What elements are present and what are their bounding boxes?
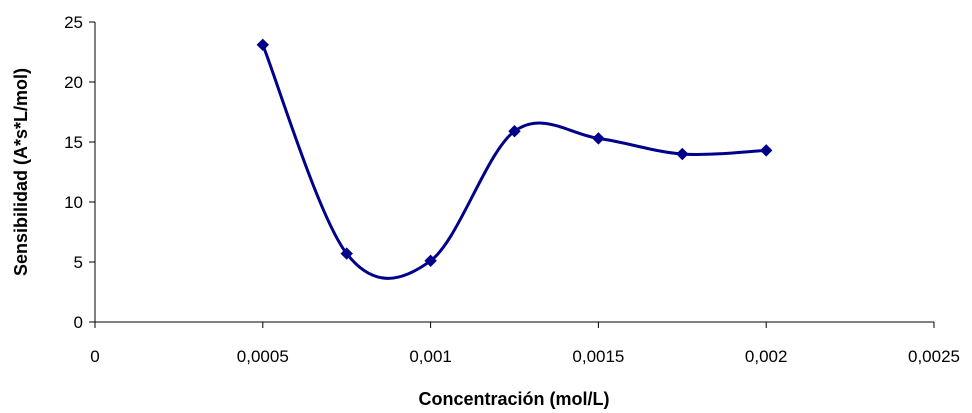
y-tick-label: 15	[64, 133, 83, 152]
y-tick-label: 10	[64, 193, 83, 212]
data-point-marker	[508, 124, 521, 138]
data-point-marker	[256, 38, 270, 52]
y-axis-ticks: 0 5 10 15 20 25	[64, 13, 95, 332]
data-point-marker	[759, 144, 773, 157]
data-point-marker	[340, 247, 353, 260]
x-tick-label: 0,0005	[237, 347, 289, 366]
x-axis-ticks: 0 0,0005 0,001 0,0015 0,002 0,0025	[90, 322, 960, 366]
y-tick-label: 5	[74, 253, 83, 272]
y-tick-label: 20	[64, 73, 83, 92]
data-point-marker	[676, 147, 689, 161]
x-tick-label: 0	[90, 347, 99, 366]
series-line	[261, 44, 767, 280]
data-point-marker	[592, 132, 605, 145]
data-markers	[256, 38, 773, 268]
data-point-marker	[424, 254, 437, 268]
x-axis-title: Concentración (mol/L)	[418, 389, 609, 409]
x-tick-label: 0,0025	[908, 347, 960, 366]
x-tick-label: 0,0015	[572, 347, 624, 366]
y-tick-label: 0	[74, 313, 83, 332]
x-tick-label: 0,001	[409, 347, 452, 366]
y-axis-title: Sensibilidad (A*s*L/mol)	[11, 68, 31, 276]
plot-area: 0 5 10 15 20 25 0 0,0005 0,001 0,0015 0,002 0,0025	[64, 13, 960, 366]
y-tick-label: 25	[64, 13, 83, 32]
x-tick-label: 0,002	[745, 347, 788, 366]
